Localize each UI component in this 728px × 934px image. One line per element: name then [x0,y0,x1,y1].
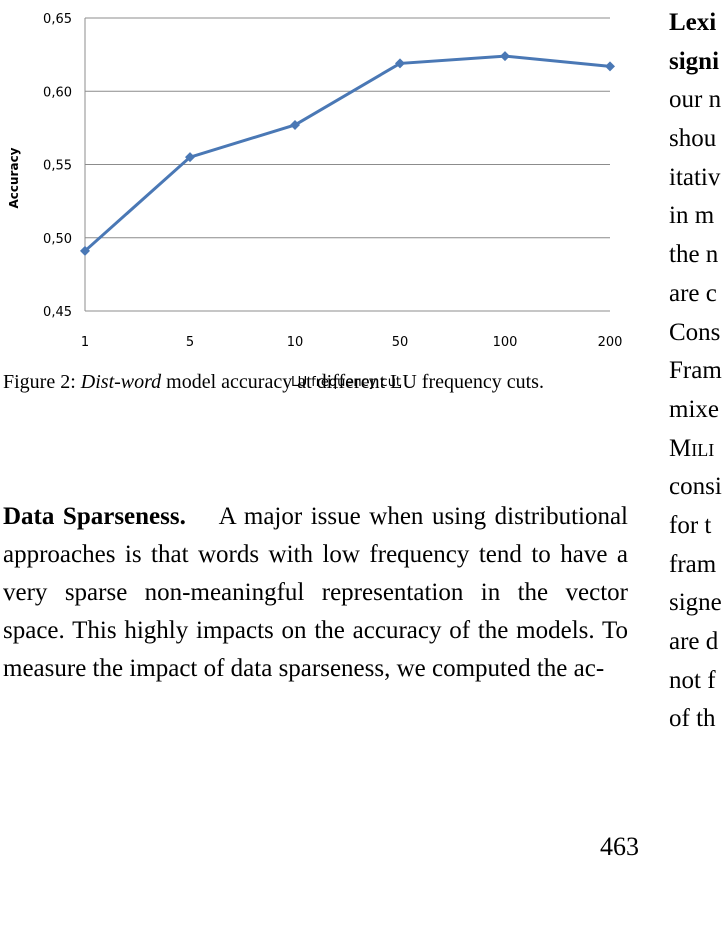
right-column-line: Fram [669,357,722,385]
right-column-line: the n [669,241,719,269]
chart-gridlines [84,17,610,312]
data-sparseness-paragraph: Data Sparseness. A major issue when usin… [3,498,628,688]
data-point [80,245,90,256]
y-tick-label: 0,45 [43,305,72,320]
x-tick-label: 200 [598,335,623,350]
right-column-line: signi [669,47,720,75]
paragraph-text: A major issue when using distributional … [3,503,628,682]
caption-rest: model accuracy at different LU frequency… [161,371,544,393]
right-column-line: in m [669,202,715,230]
x-tick-labels: 1 5 10 50 100 200 [81,335,623,350]
x-tick-label: 50 [392,335,409,350]
right-column-line: are c [669,279,717,307]
y-tick-label: 0,60 [43,85,72,100]
data-point [605,61,615,72]
caption-italic: Dist-word [80,371,162,393]
y-tick-label: 0,65 [43,12,72,27]
right-column-line: Mili [669,434,715,462]
x-axis-label: LU frequency cut [291,375,401,390]
right-column-line: signe [669,589,722,617]
right-column-line: itativ [669,163,721,191]
y-tick-label: 0,50 [43,232,72,247]
y-axis-label: Accuracy [7,147,21,208]
right-column-line: of th [669,705,716,733]
right-column-fragment: Lexi signi our n shou itativ in m the n are c Co… [669,4,728,739]
x-tick-label: 1 [81,335,89,350]
right-column-line: not f [669,666,716,694]
page-number: 463 [600,832,639,861]
right-column-line: mixe [669,395,719,423]
accuracy-series-line [84,54,611,253]
data-point [500,51,510,62]
right-column-line: our n [669,86,722,114]
y-tick-label: 0,55 [43,159,72,174]
right-column-line: consi [669,473,722,501]
figure-caption: Figure 2: Dist-word model accuracy at di… [3,367,628,397]
right-column-line: fram [669,550,717,578]
right-column-line: Cons [669,318,721,346]
y-tick-labels: 0,45 0,50 0,55 0,60 0,65 [43,12,72,320]
data-point [185,152,195,163]
accuracy-line-chart: 0,45 0,50 0,55 0,60 0,65 1 5 10 50 100 200 Accura… [7,12,623,390]
x-tick-label: 10 [287,335,304,350]
x-tick-label: 100 [493,335,518,350]
right-column-line: for t [669,511,712,539]
data-point [395,58,405,69]
right-column-line: Lexi [669,9,717,36]
caption-prefix: Figure 2: [3,371,81,393]
section-heading: Data Sparseness. [3,503,186,530]
data-points [80,51,615,256]
data-point [290,119,300,130]
x-tick-label: 5 [186,335,194,350]
right-column-line: shou [669,125,717,153]
right-column-line: are d [669,628,719,655]
